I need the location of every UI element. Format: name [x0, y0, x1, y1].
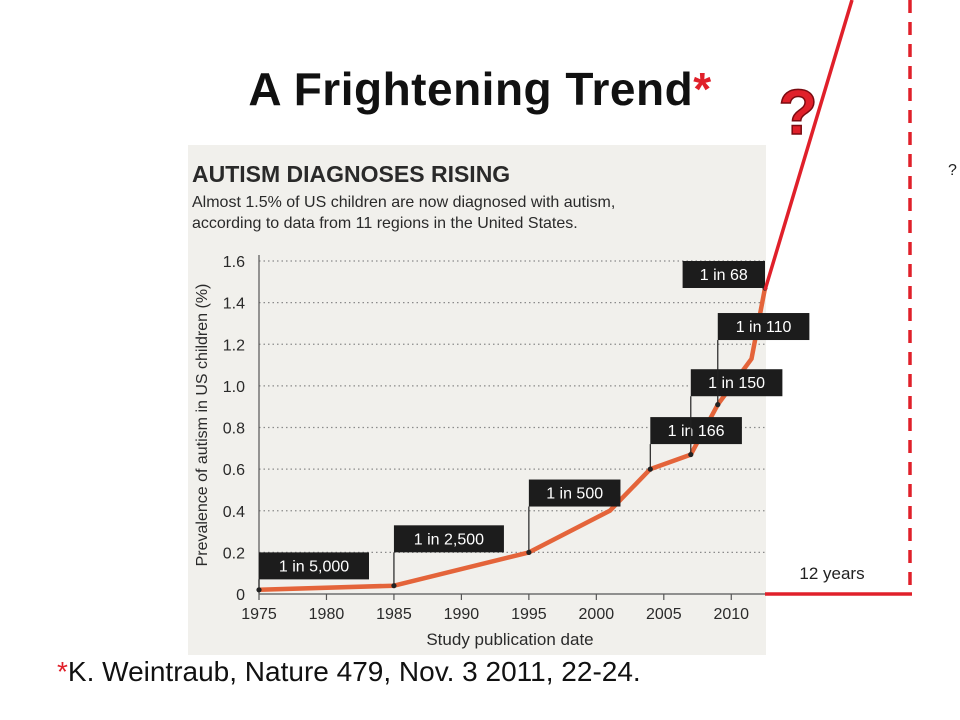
- data-point: [526, 549, 532, 555]
- title-asterisk: *: [693, 63, 712, 115]
- annotation-box: [259, 552, 369, 580]
- citation-asterisk: *: [57, 656, 68, 687]
- annotation-box: [650, 417, 742, 445]
- data-point: [256, 587, 262, 593]
- data-point: [715, 402, 721, 408]
- y-tick-label: 0.4: [223, 504, 245, 521]
- annotation-box: [717, 313, 810, 341]
- x-tick-label: 2000: [579, 606, 615, 623]
- y-tick-label: 0.2: [223, 545, 245, 562]
- plot-ticks: 0 0.2 0.4 0.6 0.8 1.0 1.2 1.4 1.6 1975 1980 1985 199…: [223, 254, 749, 623]
- y-axis-label: Prevalence of autism in US children (%): [194, 284, 211, 567]
- x-axis-label: Study publication date: [426, 630, 593, 649]
- data-point: [647, 466, 653, 472]
- y-tick-label: 1.0: [223, 379, 245, 396]
- x-tick-label: 1995: [511, 606, 547, 623]
- x-tick-label: 1990: [444, 606, 480, 623]
- plot-axes: [258, 255, 765, 595]
- annotation-label: 1 in 5,000: [279, 558, 349, 575]
- annotation-label: 1 in 166: [668, 423, 725, 440]
- annotation-label: 1 in 68: [700, 267, 748, 284]
- extrapolation-line: [763, 0, 854, 291]
- citation-text: K. Weintraub, Nature 479, Nov. 3 2011, 2…: [67, 656, 641, 687]
- chart-subtitle-line-2: according to data from 11 regions in the…: [192, 215, 578, 232]
- annotation-box: [393, 525, 504, 553]
- annotation-label: 1 in 500: [546, 486, 603, 503]
- data-point: [391, 583, 397, 589]
- plot-grid: [259, 260, 765, 553]
- x-tick-label: 2010: [713, 606, 749, 623]
- annotation-label: 1 in 150: [708, 375, 765, 392]
- annotation-label: 1 in 110: [736, 319, 792, 336]
- x-tick-label: 1980: [309, 606, 345, 623]
- y-tick-label: 1.2: [223, 337, 245, 354]
- x-tick-label: 1975: [241, 606, 277, 623]
- y-tick-label: 1.6: [223, 254, 245, 271]
- y-tick-label: 0.6: [223, 462, 245, 479]
- slide-title-text: A Frightening Trend: [248, 63, 694, 115]
- data-point: [688, 451, 694, 458]
- plot-annotations: 1 in 5,000 1 in 2,500 1 in 500 1 in 166 1 in…: [256, 261, 810, 593]
- question-mark-big: ?: [778, 76, 817, 148]
- chart-subtitle-line-1: Almost 1.5% of US children are now diagn…: [192, 194, 615, 211]
- slide-title: A Frightening Trend*: [0, 62, 960, 116]
- y-tick-label: 0: [236, 587, 245, 604]
- chart-title: AUTISM DIAGNOSES RISING: [192, 161, 510, 187]
- y-tick-label: 1.4: [223, 296, 245, 313]
- citation: *K. Weintraub, Nature 479, Nov. 3 2011, …: [57, 656, 641, 688]
- question-mark-side: ?: [948, 162, 957, 179]
- x-tick-label: 2005: [646, 606, 682, 623]
- annotation-label: 1 in 2,500: [414, 531, 484, 548]
- annotation-box: [682, 261, 765, 288]
- annotation-box: [690, 369, 783, 397]
- x-tick-label: 1985: [376, 606, 412, 623]
- y-tick-label: 0.8: [223, 421, 245, 438]
- annotation-box: [528, 479, 621, 507]
- twelve-years-label: 12 years: [799, 564, 864, 583]
